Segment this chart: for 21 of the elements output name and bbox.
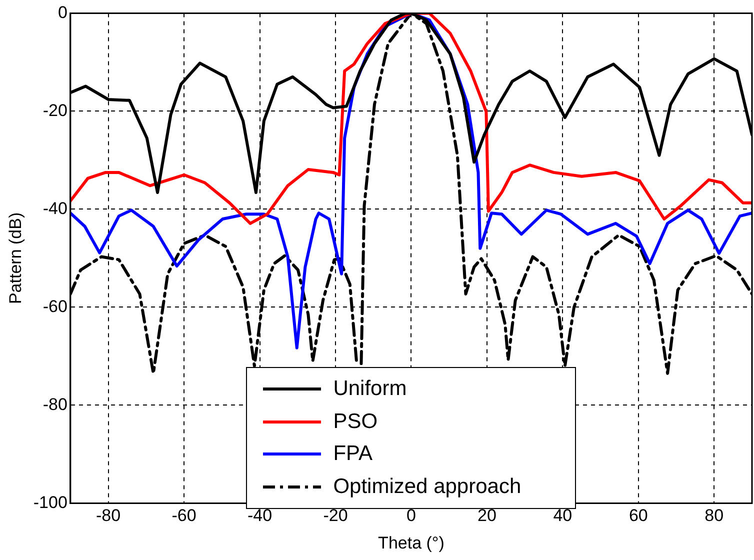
x-tick-label: 0 (406, 506, 416, 526)
x-tick-label: -60 (172, 506, 196, 526)
x-tick-label: 20 (477, 506, 496, 526)
x-tick-label: 40 (553, 506, 572, 526)
y-tick-label: -20 (42, 100, 68, 120)
legend-label: PSO (333, 410, 378, 434)
y-tick-label: -80 (42, 394, 68, 414)
x-tick-label: -20 (323, 506, 348, 526)
y-tick-label: -60 (42, 296, 68, 316)
x-tick-label: -40 (247, 506, 272, 526)
legend-label: Uniform (333, 377, 407, 402)
y-tick-label: 0 (58, 2, 68, 22)
legend-label: FPA (333, 442, 372, 466)
legend-label: Optimized approach (333, 474, 522, 499)
y-tick-label: -100 (33, 492, 68, 512)
x-tick-label: 80 (704, 506, 724, 526)
y-tick-label: -40 (42, 198, 68, 218)
x-axis-title: Theta (°) (378, 533, 444, 552)
x-tick-label: -80 (96, 506, 121, 526)
y-axis-title: Pattern (dB) (6, 212, 25, 304)
x-tick-label: 60 (628, 506, 648, 526)
